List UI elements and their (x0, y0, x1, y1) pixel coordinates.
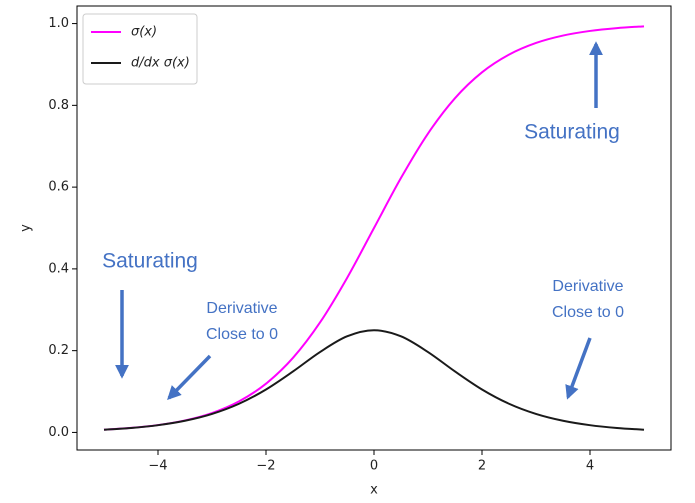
annotation: Derivative (206, 300, 277, 317)
y-tick-label: 0.0 (48, 425, 69, 440)
legend-label: σ(x) (131, 25, 157, 40)
series-line (103, 25, 645, 431)
x-tick-label: 0 (370, 459, 378, 474)
x-tick-label: −2 (256, 459, 275, 474)
y-axis-label: y (19, 224, 34, 232)
annotation: Saturating (102, 250, 198, 273)
x-axis-label: x (370, 483, 378, 498)
y-tick-label: 1.0 (48, 16, 69, 31)
x-tick-label: 2 (478, 459, 486, 474)
x-tick-label: −4 (148, 459, 167, 474)
y-tick-label: 0.6 (48, 180, 69, 195)
annotation: Derivative (552, 278, 623, 295)
annotation-arrow (167, 354, 212, 401)
y-tick-label: 0.8 (48, 98, 69, 113)
annotation-arrow (565, 337, 592, 400)
y-tick-label: 0.2 (48, 343, 69, 358)
x-tick-label: 4 (586, 459, 594, 474)
legend-label: d/dx σ(x) (131, 56, 190, 71)
series-line (103, 329, 645, 431)
annotation: Close to 0 (552, 304, 624, 321)
y-tick-label: 0.4 (48, 261, 69, 276)
annotation: Saturating (524, 121, 620, 144)
annotation: Close to 0 (206, 326, 278, 343)
